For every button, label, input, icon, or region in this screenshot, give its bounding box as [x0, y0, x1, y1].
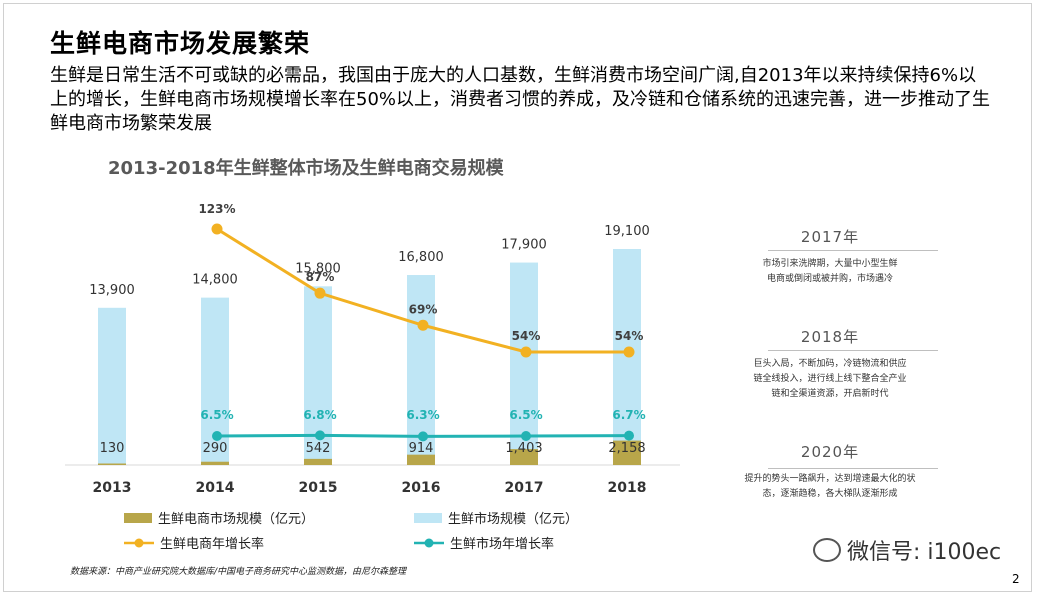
watermark-text: 微信号: i100ec: [847, 540, 1002, 565]
intro-paragraph: 生鲜是日常生活不可或缺的必需品，我国由于庞大的人口基数，生鲜消费市场空间广阔,自…: [50, 65, 991, 134]
total-growth-point: [521, 431, 531, 441]
ecom-growth-point: [520, 346, 532, 358]
ecom-market-label: 1,403: [505, 441, 542, 456]
ecom-market-bar: [407, 454, 435, 465]
x-tick-label: 2015: [299, 480, 338, 496]
total-market-bar: [510, 262, 538, 465]
side-note-text: 提升的势头一路飙升，达到增速最大化的状态，逐渐趋稳，各大梯队逐渐形成: [744, 474, 916, 499]
page-number: 2: [1012, 572, 1020, 586]
ecom-market-bar: [304, 458, 332, 465]
wechat-icon: [813, 538, 841, 562]
ecom-market-bar: [613, 440, 641, 465]
chart-title: 2013-2018年生鲜整体市场及生鲜电商交易规模: [108, 158, 504, 179]
ecom-growth-point: [314, 287, 326, 299]
ecom-growth-point: [623, 346, 635, 358]
side-divider: [768, 250, 938, 251]
total-growth-point: [624, 430, 634, 441]
total-market-label: 17,900: [501, 238, 547, 253]
total-market-label: 16,800: [398, 250, 444, 265]
total-growth-point: [212, 431, 222, 441]
total-growth-label: 6.5%: [509, 408, 542, 422]
side-note-text: 巨头入局，不断加码，冷链物流和供应链全线投入，进行线上线下整合全产业链和全渠道资…: [753, 359, 907, 399]
legend-swatch: [414, 538, 444, 547]
ecom-market-label: 2,158: [608, 441, 645, 456]
legend-item-total-bar: 生鲜市场规模（亿元）: [414, 508, 578, 527]
side-note-year: 2017年: [800, 228, 860, 246]
wechat-watermark: 微信号: i100ec: [813, 534, 1001, 566]
total-growth-point: [418, 431, 428, 442]
legend-swatch: [124, 512, 152, 523]
x-tick-label: 2013: [93, 480, 132, 496]
x-tick-label: 2017: [505, 480, 544, 496]
total-market-label: 13,900: [89, 283, 135, 298]
x-tick-label: 2018: [608, 480, 647, 496]
x-tick-label: 2014: [196, 480, 235, 496]
total-growth-point: [315, 430, 325, 441]
ecom-growth-label: 123%: [198, 202, 235, 216]
ecom-market-bar: [510, 449, 538, 465]
total-growth-label: 6.5%: [200, 408, 233, 422]
side-note-year: 2020年: [800, 443, 860, 461]
total-market-label: 15,800: [295, 261, 341, 276]
side-note-text: 市场引来洗牌期，大量中小型生鲜电商或倒闭或被并购，市场遇冷: [762, 259, 898, 284]
legend-item-ecom-bar: 生鲜电商市场规模（亿元）: [124, 508, 314, 527]
total-market-label: 14,800: [192, 273, 238, 288]
side-note-2017: 2017年 市场引来洗牌期，大量中小型生鲜电商或倒闭或被并购，市场遇冷: [700, 226, 960, 287]
side-note-2018: 2018年 巨头入局，不断加码，冷链物流和供应链全线投入，进行线上线下整合全产业…: [700, 326, 960, 402]
legend-swatch: [124, 538, 154, 547]
total-growth-label: 6.7%: [612, 408, 645, 422]
ecom-market-bar: [98, 463, 126, 465]
total-growth-label: 6.3%: [406, 408, 439, 422]
ecom-market-label: 130: [100, 441, 125, 456]
ecom-growth-label: 54%: [615, 329, 644, 343]
ecom-growth-point: [417, 319, 429, 331]
side-note-2020: 2020年 提升的势头一路飙升，达到增速最大化的状态，逐渐趋稳，各大梯队逐渐形成: [700, 441, 960, 502]
ecom-growth-label: 87%: [306, 270, 335, 284]
ecom-growth-label: 54%: [512, 329, 541, 343]
page-title: 生鲜电商市场发展繁荣: [50, 29, 311, 58]
x-tick-label: 2016: [402, 480, 441, 496]
ecom-market-label: 290: [203, 441, 228, 456]
ecom-market-bar: [201, 461, 229, 465]
total-market-label: 19,100: [604, 224, 650, 239]
side-divider: [768, 468, 938, 469]
legend-item-ecom-growth: 生鲜电商年增长率: [124, 533, 264, 552]
slide-frame: [3, 3, 1032, 592]
legend-label: 生鲜电商市场规模（亿元）: [158, 512, 315, 527]
side-note-year: 2018年: [800, 328, 860, 346]
ecom-growth-label: 69%: [409, 302, 438, 316]
legend-item-total-growth: 生鲜市场年增长率: [414, 533, 554, 552]
legend-label: 生鲜市场年增长率: [450, 537, 555, 552]
side-divider: [768, 350, 938, 351]
ecom-market-label: 542: [306, 441, 331, 456]
ecom-growth-point: [211, 223, 223, 235]
total-growth-label: 6.8%: [303, 408, 336, 422]
legend-label: 生鲜市场规模（亿元）: [448, 512, 579, 527]
source-note: 数据来源：中商产业研究院大数据库/中国电子商务研究中心监测数据，由尼尔森整理: [70, 567, 407, 577]
legend-swatch: [414, 512, 442, 523]
legend-label: 生鲜电商年增长率: [160, 537, 265, 552]
total-market-bar: [98, 307, 126, 465]
ecom-market-label: 914: [409, 441, 434, 456]
